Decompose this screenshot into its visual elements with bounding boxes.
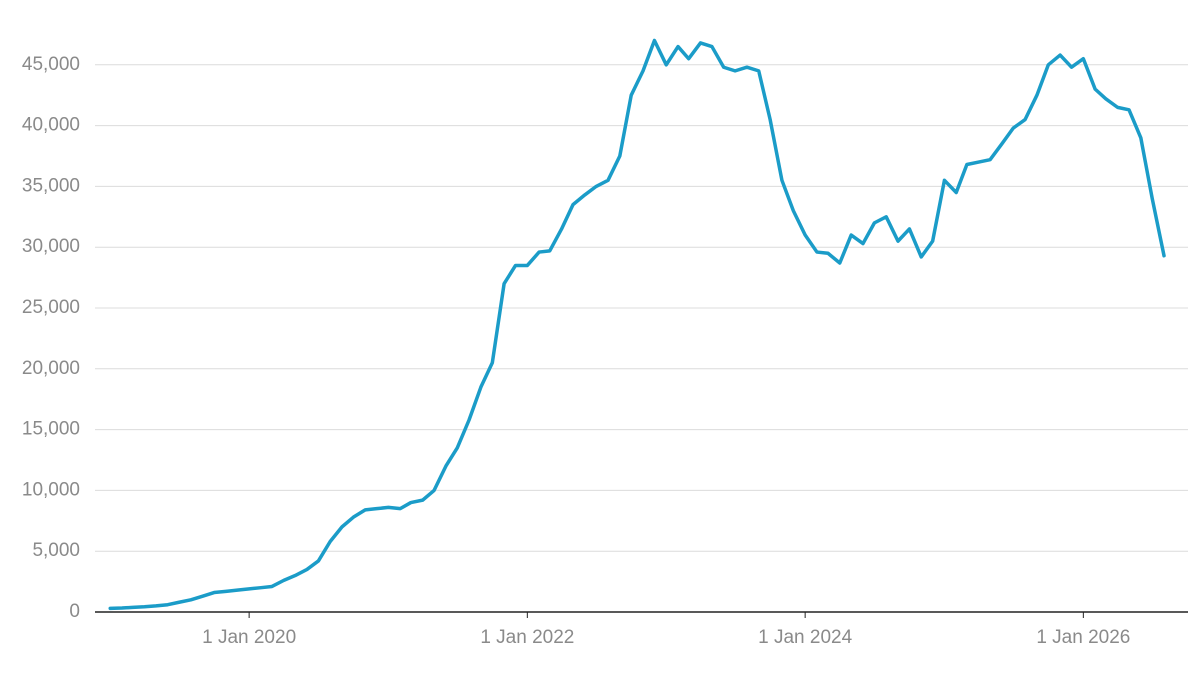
x-tick-label: 1 Jan 2020	[202, 627, 296, 648]
x-tick-label: 1 Jan 2022	[480, 627, 574, 648]
y-tick-label: 30,000	[22, 236, 80, 257]
y-tick-label: 20,000	[22, 358, 80, 379]
x-tick-label: 1 Jan 2024	[758, 627, 852, 648]
line-series	[108, 38, 1166, 611]
y-tick-label: 45,000	[22, 54, 80, 75]
x-tick-label: 1 Jan 2026	[1036, 627, 1130, 648]
y-tick-label: 5,000	[32, 540, 80, 561]
y-tick-label: 10,000	[22, 479, 80, 500]
y-tick-label: 25,000	[22, 297, 80, 318]
y-tick-label: 40,000	[22, 115, 80, 136]
y-tick-label: 35,000	[22, 175, 80, 196]
y-tick-label: 15,000	[22, 419, 80, 440]
y-tick-label: 0	[69, 601, 80, 622]
